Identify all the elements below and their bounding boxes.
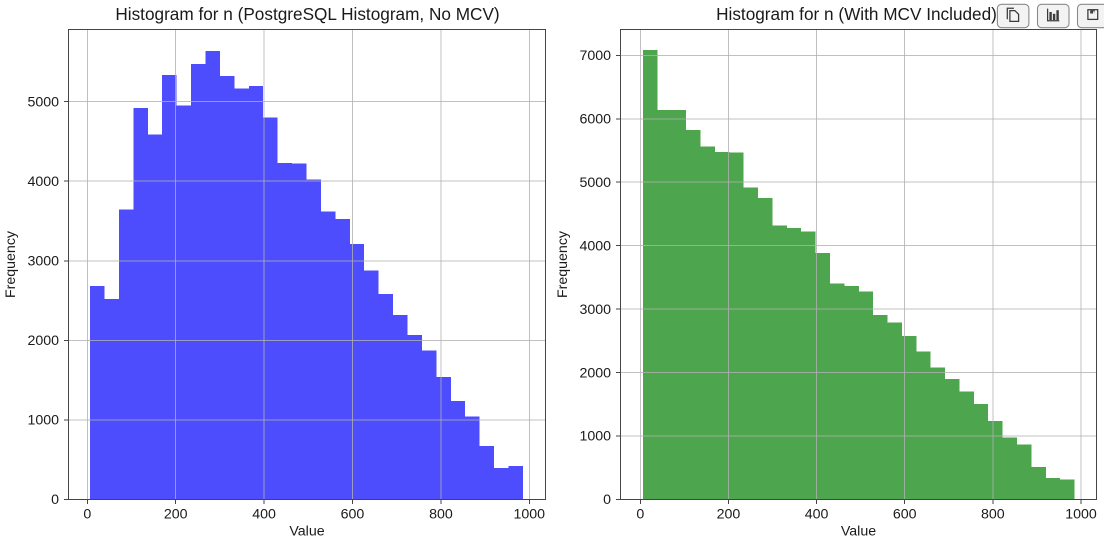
svg-text:5000: 5000 — [27, 94, 59, 110]
svg-text:0: 0 — [51, 492, 59, 508]
svg-text:7000: 7000 — [579, 48, 611, 64]
svg-text:200: 200 — [164, 506, 188, 522]
svg-text:600: 600 — [341, 506, 365, 522]
svg-text:0: 0 — [603, 492, 611, 508]
svg-text:4000: 4000 — [579, 238, 611, 254]
svg-text:3000: 3000 — [579, 302, 611, 318]
svg-text:Value: Value — [841, 524, 876, 540]
svg-text:Frequency: Frequency — [3, 230, 19, 298]
svg-text:3000: 3000 — [27, 254, 59, 270]
svg-text:4000: 4000 — [27, 174, 59, 190]
svg-text:Frequency: Frequency — [555, 230, 571, 298]
svg-text:Histogram for n (With MCV Incl: Histogram for n (With MCV Included) — [716, 4, 997, 24]
svg-text:Value: Value — [289, 524, 324, 540]
svg-text:2000: 2000 — [579, 365, 611, 381]
svg-text:400: 400 — [805, 506, 829, 522]
svg-text:0: 0 — [83, 506, 91, 522]
svg-text:600: 600 — [893, 506, 917, 522]
svg-text:0: 0 — [636, 506, 644, 522]
svg-text:2000: 2000 — [27, 333, 59, 349]
svg-text:6000: 6000 — [579, 111, 611, 127]
svg-text:1000: 1000 — [27, 413, 59, 429]
svg-text:5000: 5000 — [579, 175, 611, 191]
svg-text:200: 200 — [717, 506, 741, 522]
svg-text:800: 800 — [981, 506, 1005, 522]
svg-text:1000: 1000 — [514, 506, 546, 522]
svg-text:800: 800 — [429, 506, 453, 522]
svg-text:1000: 1000 — [579, 429, 611, 445]
svg-text:1000: 1000 — [1065, 506, 1097, 522]
svg-text:Histogram for n (PostgreSQL Hi: Histogram for n (PostgreSQL Histogram, N… — [115, 4, 499, 24]
svg-text:400: 400 — [252, 506, 276, 522]
